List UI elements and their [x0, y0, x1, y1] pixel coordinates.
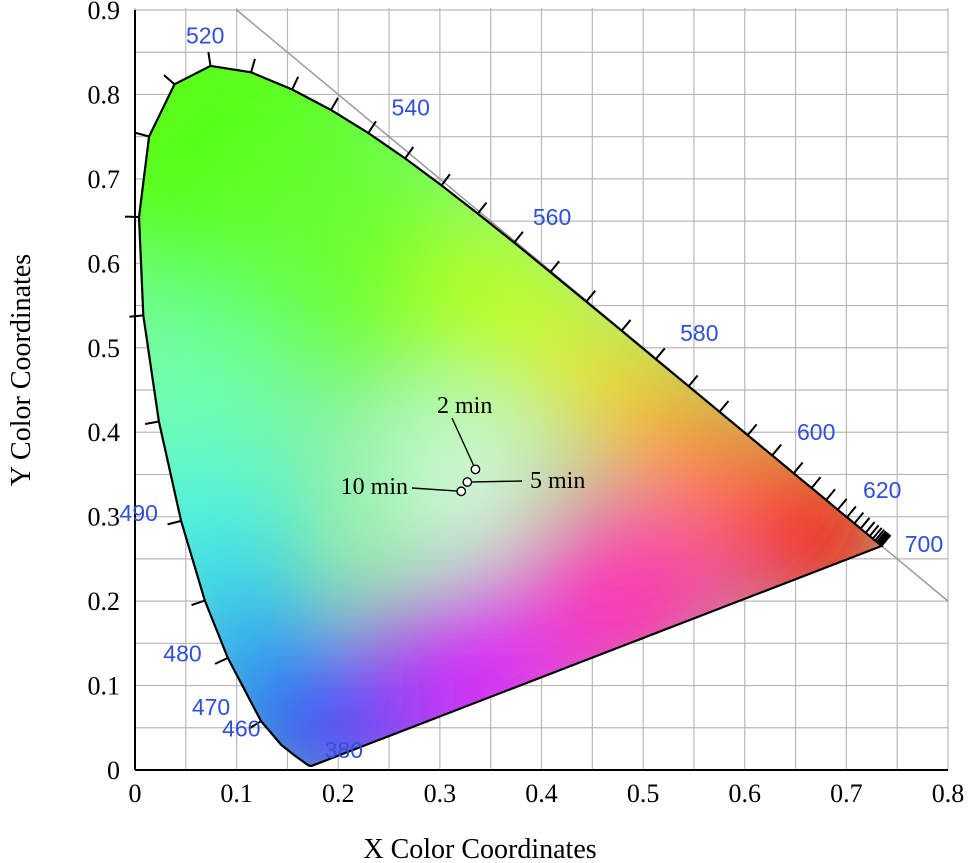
wavelength-tick	[167, 519, 182, 526]
wavelength-tick	[825, 488, 836, 501]
y-axis-label: Y Color Coordinates	[6, 254, 37, 486]
wavelength-tick	[810, 476, 822, 489]
y-tick-label: 0.8	[88, 80, 121, 109]
y-tick-label: 0	[107, 756, 120, 785]
y-tick-label: 0.9	[88, 0, 121, 25]
wavelength-label: 460	[222, 716, 260, 742]
wavelength-tick	[859, 517, 871, 530]
wavelength-tick	[291, 76, 300, 90]
wavelength-label: 600	[797, 419, 835, 445]
data-point-label: 10 min	[341, 474, 408, 500]
wavelength-label: 380	[325, 737, 363, 763]
wavelength-tick	[135, 131, 150, 138]
wavelength-tick	[476, 201, 488, 215]
y-tick-label: 0.6	[88, 249, 121, 278]
wavelength-tick	[163, 74, 176, 86]
wavelength-tick	[207, 51, 212, 67]
x-tick-label: 0.5	[627, 779, 660, 808]
wavelength-tick	[585, 290, 596, 303]
wavelength-label: 620	[863, 477, 901, 503]
wavelength-tick	[792, 461, 804, 474]
y-tick-label: 0.7	[88, 165, 121, 194]
wavelength-tick	[620, 319, 632, 332]
wavelength-tick	[440, 173, 451, 186]
annotation-leader	[411, 487, 462, 493]
wavelength-label: 470	[192, 694, 230, 720]
x-tick-label: 0.7	[830, 779, 863, 808]
y-tick-label: 0.3	[88, 503, 121, 532]
x-tick-label: 0.4	[525, 779, 558, 808]
wavelength-tick	[872, 527, 883, 540]
wavelength-tick	[513, 231, 524, 244]
annotation-leader	[467, 480, 523, 483]
y-tick-label: 0.2	[88, 587, 121, 616]
x-tick-label: 0.3	[424, 779, 457, 808]
fill-green-mid	[198, 106, 479, 387]
wavelength-tick	[129, 314, 144, 318]
wavelength-tick	[846, 505, 857, 518]
wavelength-tick	[549, 260, 560, 273]
x-tick-label: 0.1	[220, 779, 253, 808]
data-point-annotations: 2 min 5 min 10 min	[341, 393, 586, 500]
wavelength-label: 560	[533, 204, 571, 230]
wavelength-tick	[248, 720, 262, 730]
wavelength-tick	[655, 347, 666, 360]
fill-white-point	[400, 422, 521, 543]
y-tick-label: 0.5	[88, 334, 121, 363]
x-tick-label: 0	[129, 779, 142, 808]
wavelength-tick	[880, 534, 892, 547]
wavelength-tick	[250, 58, 256, 73]
wavelength-tick	[864, 521, 876, 534]
data-point	[462, 477, 473, 487]
y-tick-label: 0.4	[88, 418, 121, 447]
wavelength-tick	[868, 524, 880, 537]
wavelength-ticks	[124, 51, 892, 730]
data-point-label: 5 min	[530, 468, 585, 494]
wavelength-tick	[836, 498, 848, 511]
wavelength-tick	[330, 97, 339, 111]
annotation-leader	[451, 417, 477, 470]
wavelength-tick	[746, 423, 758, 436]
fill-aqua-green	[139, 300, 276, 480]
wavelength-tick	[718, 400, 730, 413]
wavelength-tick	[876, 530, 887, 543]
y-tick-label: 0.1	[88, 672, 121, 701]
wavelength-label: 480	[163, 641, 201, 667]
x-tick-label: 0.8	[932, 779, 965, 808]
wavelength-tick	[367, 120, 377, 134]
wavelength-tick	[191, 599, 206, 606]
x-axis-label: X Color Coordinates	[363, 834, 596, 863]
wavelength-label: 520	[186, 23, 224, 49]
wavelength-tick	[687, 374, 699, 387]
wavelength-tick	[853, 512, 865, 525]
x-tick-label: 0.6	[729, 779, 762, 808]
wavelength-label: 580	[680, 320, 718, 346]
spectral-locus-outline	[137, 64, 884, 767]
wavelength-tick	[214, 657, 229, 665]
wavelength-tick	[874, 529, 885, 542]
wavelength-label: 490	[120, 500, 158, 526]
y-tick-labels: 0 0.1 0.2 0.3 0.4 0.5 0.6 0.7 0.8 0.9	[88, 0, 121, 785]
wavelength-label: 540	[392, 94, 430, 120]
wavelength-tick	[144, 420, 160, 426]
wavelength-label: 700	[905, 531, 943, 557]
data-point	[470, 464, 481, 475]
data-point-label: 2 min	[437, 393, 492, 419]
data-point	[456, 486, 467, 497]
wavelength-tick	[877, 531, 888, 544]
x-tick-label: 0.2	[322, 779, 355, 808]
x-tick-labels: 0 0.1 0.2 0.3 0.4 0.5 0.6 0.7 0.8	[129, 779, 965, 808]
wavelength-tick	[771, 444, 782, 457]
fill-magenta	[512, 491, 733, 712]
wavelength-tick	[404, 146, 415, 159]
axes	[134, 10, 948, 771]
